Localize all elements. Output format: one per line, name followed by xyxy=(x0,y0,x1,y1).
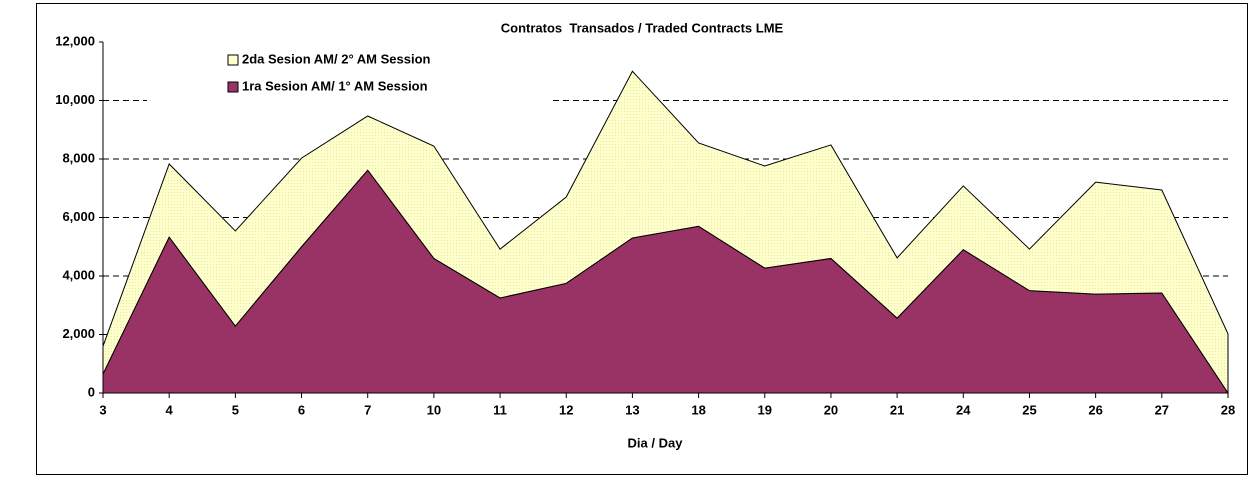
axes: 0 2,000 4,000 6,000 8,000 10,000 12,000 3 4 5 6 7 10… xyxy=(55,33,1235,417)
x-tick-label: 18 xyxy=(691,402,705,417)
x-tick-label: 6 xyxy=(298,402,305,417)
y-tick-label: 10,000 xyxy=(55,92,95,107)
x-tick-label: 24 xyxy=(956,402,971,417)
x-tick-label: 27 xyxy=(1155,402,1169,417)
legend-swatch xyxy=(227,54,239,66)
y-tick-label: 4,000 xyxy=(62,267,95,282)
x-axis-title: Dia / Day xyxy=(628,435,684,450)
x-tick-label: 26 xyxy=(1088,402,1102,417)
x-tick-label: 5 xyxy=(232,402,239,417)
x-tick-label: 4 xyxy=(166,402,174,417)
y-tick-label: 6,000 xyxy=(62,209,95,224)
x-tick-label: 10 xyxy=(427,402,441,417)
y-tick-label: 0 xyxy=(88,384,95,399)
x-tick-label: 3 xyxy=(99,402,106,417)
legend-swatch xyxy=(227,81,239,93)
x-tick-label: 19 xyxy=(758,402,772,417)
legend-box xyxy=(147,45,552,103)
x-tick-label: 12 xyxy=(559,402,573,417)
y-tick-label: 8,000 xyxy=(62,150,95,165)
x-tick-label: 21 xyxy=(890,402,904,417)
y-tick-label: 2,000 xyxy=(62,326,95,341)
x-tick-label: 25 xyxy=(1022,402,1036,417)
chart-title: Contratos Transados / Traded Contracts L… xyxy=(501,20,784,35)
legend-label: 2da Sesion AM/ 2° AM Session xyxy=(242,51,431,66)
x-tick-label: 13 xyxy=(625,402,639,417)
x-tick-label: 11 xyxy=(493,402,507,417)
legend-label: 1ra Sesion AM/ 1° AM Session xyxy=(242,78,428,93)
x-tick-label: 7 xyxy=(364,402,371,417)
y-tick-label: 12,000 xyxy=(55,33,95,48)
legend: 2da Sesion AM/ 2° AM Session 1ra Sesion A… xyxy=(147,45,552,103)
x-tick-label: 28 xyxy=(1221,402,1235,417)
x-tick-label: 20 xyxy=(824,402,838,417)
